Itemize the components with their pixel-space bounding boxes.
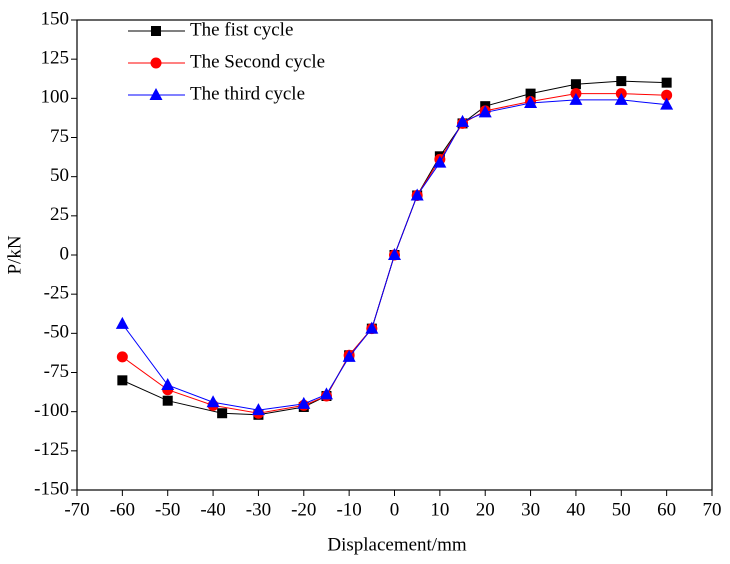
x-tick-label: 70 [703,499,722,520]
x-tick-label: 10 [430,499,449,520]
x-tick-label: 40 [566,499,585,520]
marker-square [117,375,128,386]
y-tick-label: -75 [44,361,69,382]
marker-triangle [319,387,333,400]
marker-square [570,79,581,90]
marker-triangle [388,248,401,260]
marker-triangle [149,88,163,100]
marker-triangle [161,378,175,391]
y-tick-label: 0 [60,243,70,264]
x-tick-label: 20 [476,499,495,520]
x-tick-label: 30 [521,499,540,520]
y-tick-label: -25 [44,283,69,304]
x-tick-label: 60 [657,499,676,520]
legend-label: The third cycle [190,83,305,104]
marker-triangle [115,316,129,329]
y-axis-label: P/kN [4,235,25,274]
y-tick-label: -150 [34,478,69,499]
marker-triangle [478,105,492,118]
y-tick-label: -125 [34,439,69,460]
marker-triangle [297,396,311,409]
x-tick-label: -50 [155,499,180,520]
x-axis-label: Displacement/mm [327,534,467,555]
x-tick-label: -40 [200,499,225,520]
marker-triangle [206,395,220,408]
marker-circle [661,89,673,101]
x-tick-label: -60 [110,499,135,520]
series-line [122,80,667,416]
marker-circle [116,351,128,363]
y-tick-label: -50 [44,322,69,343]
y-tick-label: 150 [41,8,70,29]
marker-triangle [365,321,379,334]
marker-triangle [410,188,424,201]
x-tick-label: -30 [246,499,271,520]
marker-square [162,395,173,406]
y-tick-label: 75 [50,126,69,147]
x-tick-label: 0 [390,499,400,520]
marker-triangle [251,403,265,416]
x-tick-label: -70 [64,499,89,520]
y-tick-label: 125 [41,48,70,69]
marker-square [616,76,627,87]
x-tick-label: 50 [612,499,631,520]
marker-triangle [569,92,583,105]
legend-label: The Second cycle [190,51,325,72]
y-tick-label: 50 [50,165,69,186]
marker-square [151,26,161,36]
x-tick-label: -10 [336,499,361,520]
y-tick-label: 25 [50,204,69,225]
legend-label: The fist cycle [190,19,293,40]
marker-triangle [342,349,356,362]
marker-square [661,77,672,88]
marker-triangle [524,96,538,109]
marker-square [217,408,228,419]
marker-triangle [456,114,470,127]
y-tick-label: 100 [41,87,70,108]
marker-circle [150,57,162,69]
y-tick-label: -100 [34,400,69,421]
marker-triangle [614,92,628,105]
marker-triangle [433,155,447,168]
x-tick-label: -20 [291,499,316,520]
marker-triangle [660,97,674,110]
marker-square [525,88,536,99]
